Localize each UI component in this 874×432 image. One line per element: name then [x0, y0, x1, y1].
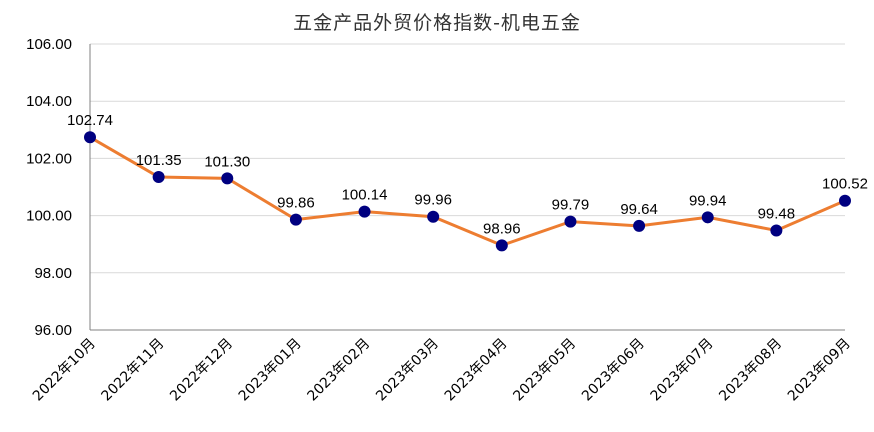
x-tick-label: 2022年11月 — [99, 336, 168, 405]
y-tick-label: 100.00 — [26, 208, 72, 225]
data-point — [701, 211, 714, 224]
data-labels: 102.74 101.35 101.30 99.86 100.14 99.96 98.96 9… — [67, 112, 868, 237]
x-tick-label: 2023年02月 — [304, 336, 373, 405]
data-point — [84, 131, 96, 144]
y-tick-label: 104.00 — [26, 93, 72, 110]
x-tick-label: 2022年10月 — [30, 336, 99, 405]
data-markers — [84, 131, 851, 252]
gridlines — [89, 43, 845, 331]
data-label: 99.94 — [689, 192, 727, 209]
data-label: 102.74 — [67, 112, 113, 129]
y-tick-label: 106.00 — [26, 36, 72, 53]
x-tick-label: 2023年06月 — [579, 336, 648, 405]
x-axis-ticks: 2022年10月 2022年11月 2022年12月 2023年01月 2023年02月… — [30, 336, 854, 405]
data-label: 100.52 — [822, 176, 868, 193]
x-tick-label: 2023年04月 — [442, 336, 511, 405]
y-tick-label: 102.00 — [26, 150, 72, 167]
y-tick-label: 98.00 — [34, 265, 72, 282]
x-tick-label: 2023年08月 — [716, 336, 785, 405]
y-axis-ticks: 96.00 98.00 100.00 102.00 104.00 106.00 — [26, 36, 72, 339]
data-label: 100.14 — [342, 187, 388, 204]
data-point — [358, 205, 371, 218]
y-tick-label: 96.00 — [34, 322, 72, 339]
x-tick-label: 2023年09月 — [785, 336, 854, 405]
data-point — [564, 215, 577, 228]
data-label: 99.96 — [414, 192, 452, 209]
data-label: 101.30 — [204, 153, 250, 170]
x-tick-label: 2023年01月 — [236, 336, 305, 405]
data-point — [839, 194, 851, 207]
data-label: 98.96 — [483, 220, 521, 237]
chart-title: 五金产品外贸价格指数-机电五金 — [293, 12, 581, 34]
data-label: 99.86 — [277, 195, 315, 212]
data-label: 99.79 — [552, 197, 590, 214]
data-point — [633, 219, 646, 232]
data-point — [427, 210, 440, 223]
x-tick-label: 2023年07月 — [648, 336, 717, 405]
series-line — [89, 135, 846, 247]
data-point — [770, 224, 783, 237]
data-point — [221, 172, 234, 185]
data-point — [289, 213, 302, 226]
x-tick-label: 2022年12月 — [167, 336, 236, 405]
data-point — [152, 170, 165, 183]
data-label: 99.64 — [620, 201, 658, 218]
x-tick-label: 2023年05月 — [510, 336, 579, 405]
data-label: 101.35 — [136, 152, 182, 169]
data-label: 99.48 — [758, 205, 796, 222]
x-tick-label: 2023年03月 — [373, 336, 442, 405]
data-point — [495, 239, 508, 252]
